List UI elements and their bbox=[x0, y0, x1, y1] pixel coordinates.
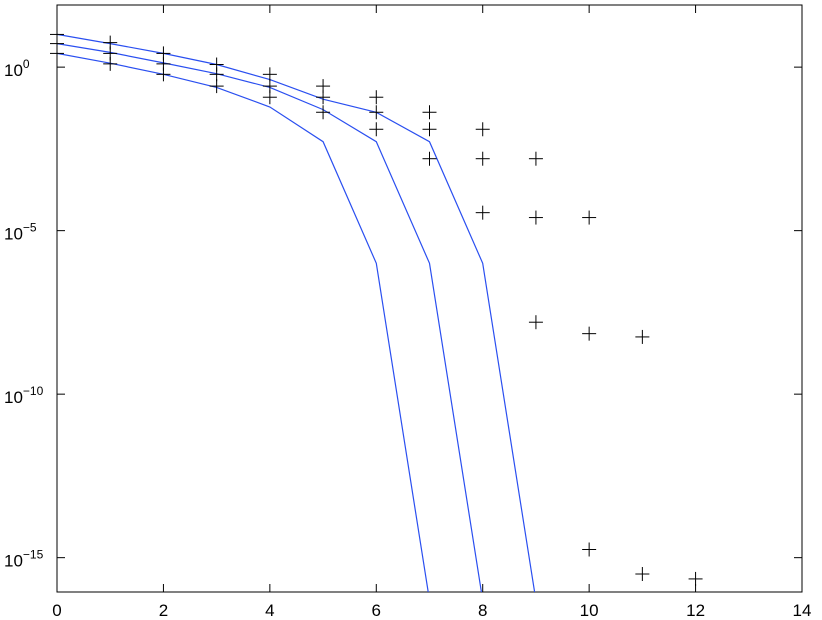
data-marker bbox=[635, 329, 650, 344]
data-marker bbox=[422, 122, 437, 137]
data-marker bbox=[528, 151, 543, 166]
data-marker bbox=[528, 315, 543, 330]
x-tick-label: 8 bbox=[478, 601, 487, 620]
x-tick-label: 4 bbox=[265, 601, 274, 620]
data-marker bbox=[262, 90, 277, 105]
axis-ticks bbox=[56, 5, 803, 592]
data-marker bbox=[635, 567, 650, 582]
x-tick-label: 0 bbox=[52, 601, 61, 620]
data-marker bbox=[316, 105, 331, 120]
data-marker bbox=[528, 210, 543, 225]
data-marker bbox=[475, 205, 490, 220]
data-marker bbox=[209, 67, 224, 82]
data-markers bbox=[50, 27, 703, 586]
plot-area bbox=[56, 4, 803, 593]
data-marker bbox=[209, 79, 224, 94]
data-marker bbox=[103, 56, 118, 71]
y-tick-label: 100 bbox=[4, 57, 30, 80]
x-tick-label: 6 bbox=[372, 601, 381, 620]
data-marker bbox=[582, 210, 597, 225]
data-marker bbox=[369, 90, 384, 105]
data-marker bbox=[262, 67, 277, 82]
data-marker bbox=[316, 90, 331, 105]
data-marker bbox=[156, 67, 171, 82]
series-line-1 bbox=[57, 33, 536, 592]
data-marker bbox=[422, 105, 437, 120]
data-marker bbox=[369, 122, 384, 137]
data-marker bbox=[50, 46, 64, 61]
data-marker bbox=[369, 105, 384, 120]
data-marker bbox=[582, 326, 597, 341]
data-marker bbox=[475, 151, 490, 166]
y-tick-label: 10−5 bbox=[4, 221, 37, 244]
data-marker bbox=[422, 151, 437, 166]
data-marker bbox=[475, 122, 490, 137]
x-tick-label: 10 bbox=[580, 601, 599, 620]
data-marker bbox=[688, 571, 703, 586]
x-tick-label: 2 bbox=[159, 601, 168, 620]
y-tick-label: 10−15 bbox=[4, 548, 44, 571]
data-marker bbox=[582, 542, 597, 557]
axis-tick-labels: 0 2 4 6 8 10 12 14 100 10−5 10−10 10−15 bbox=[4, 57, 811, 620]
x-tick-label: 14 bbox=[793, 601, 812, 620]
y-tick-label: 10−10 bbox=[4, 384, 44, 407]
x-tick-label: 12 bbox=[686, 601, 705, 620]
series-line-3 bbox=[57, 52, 429, 592]
